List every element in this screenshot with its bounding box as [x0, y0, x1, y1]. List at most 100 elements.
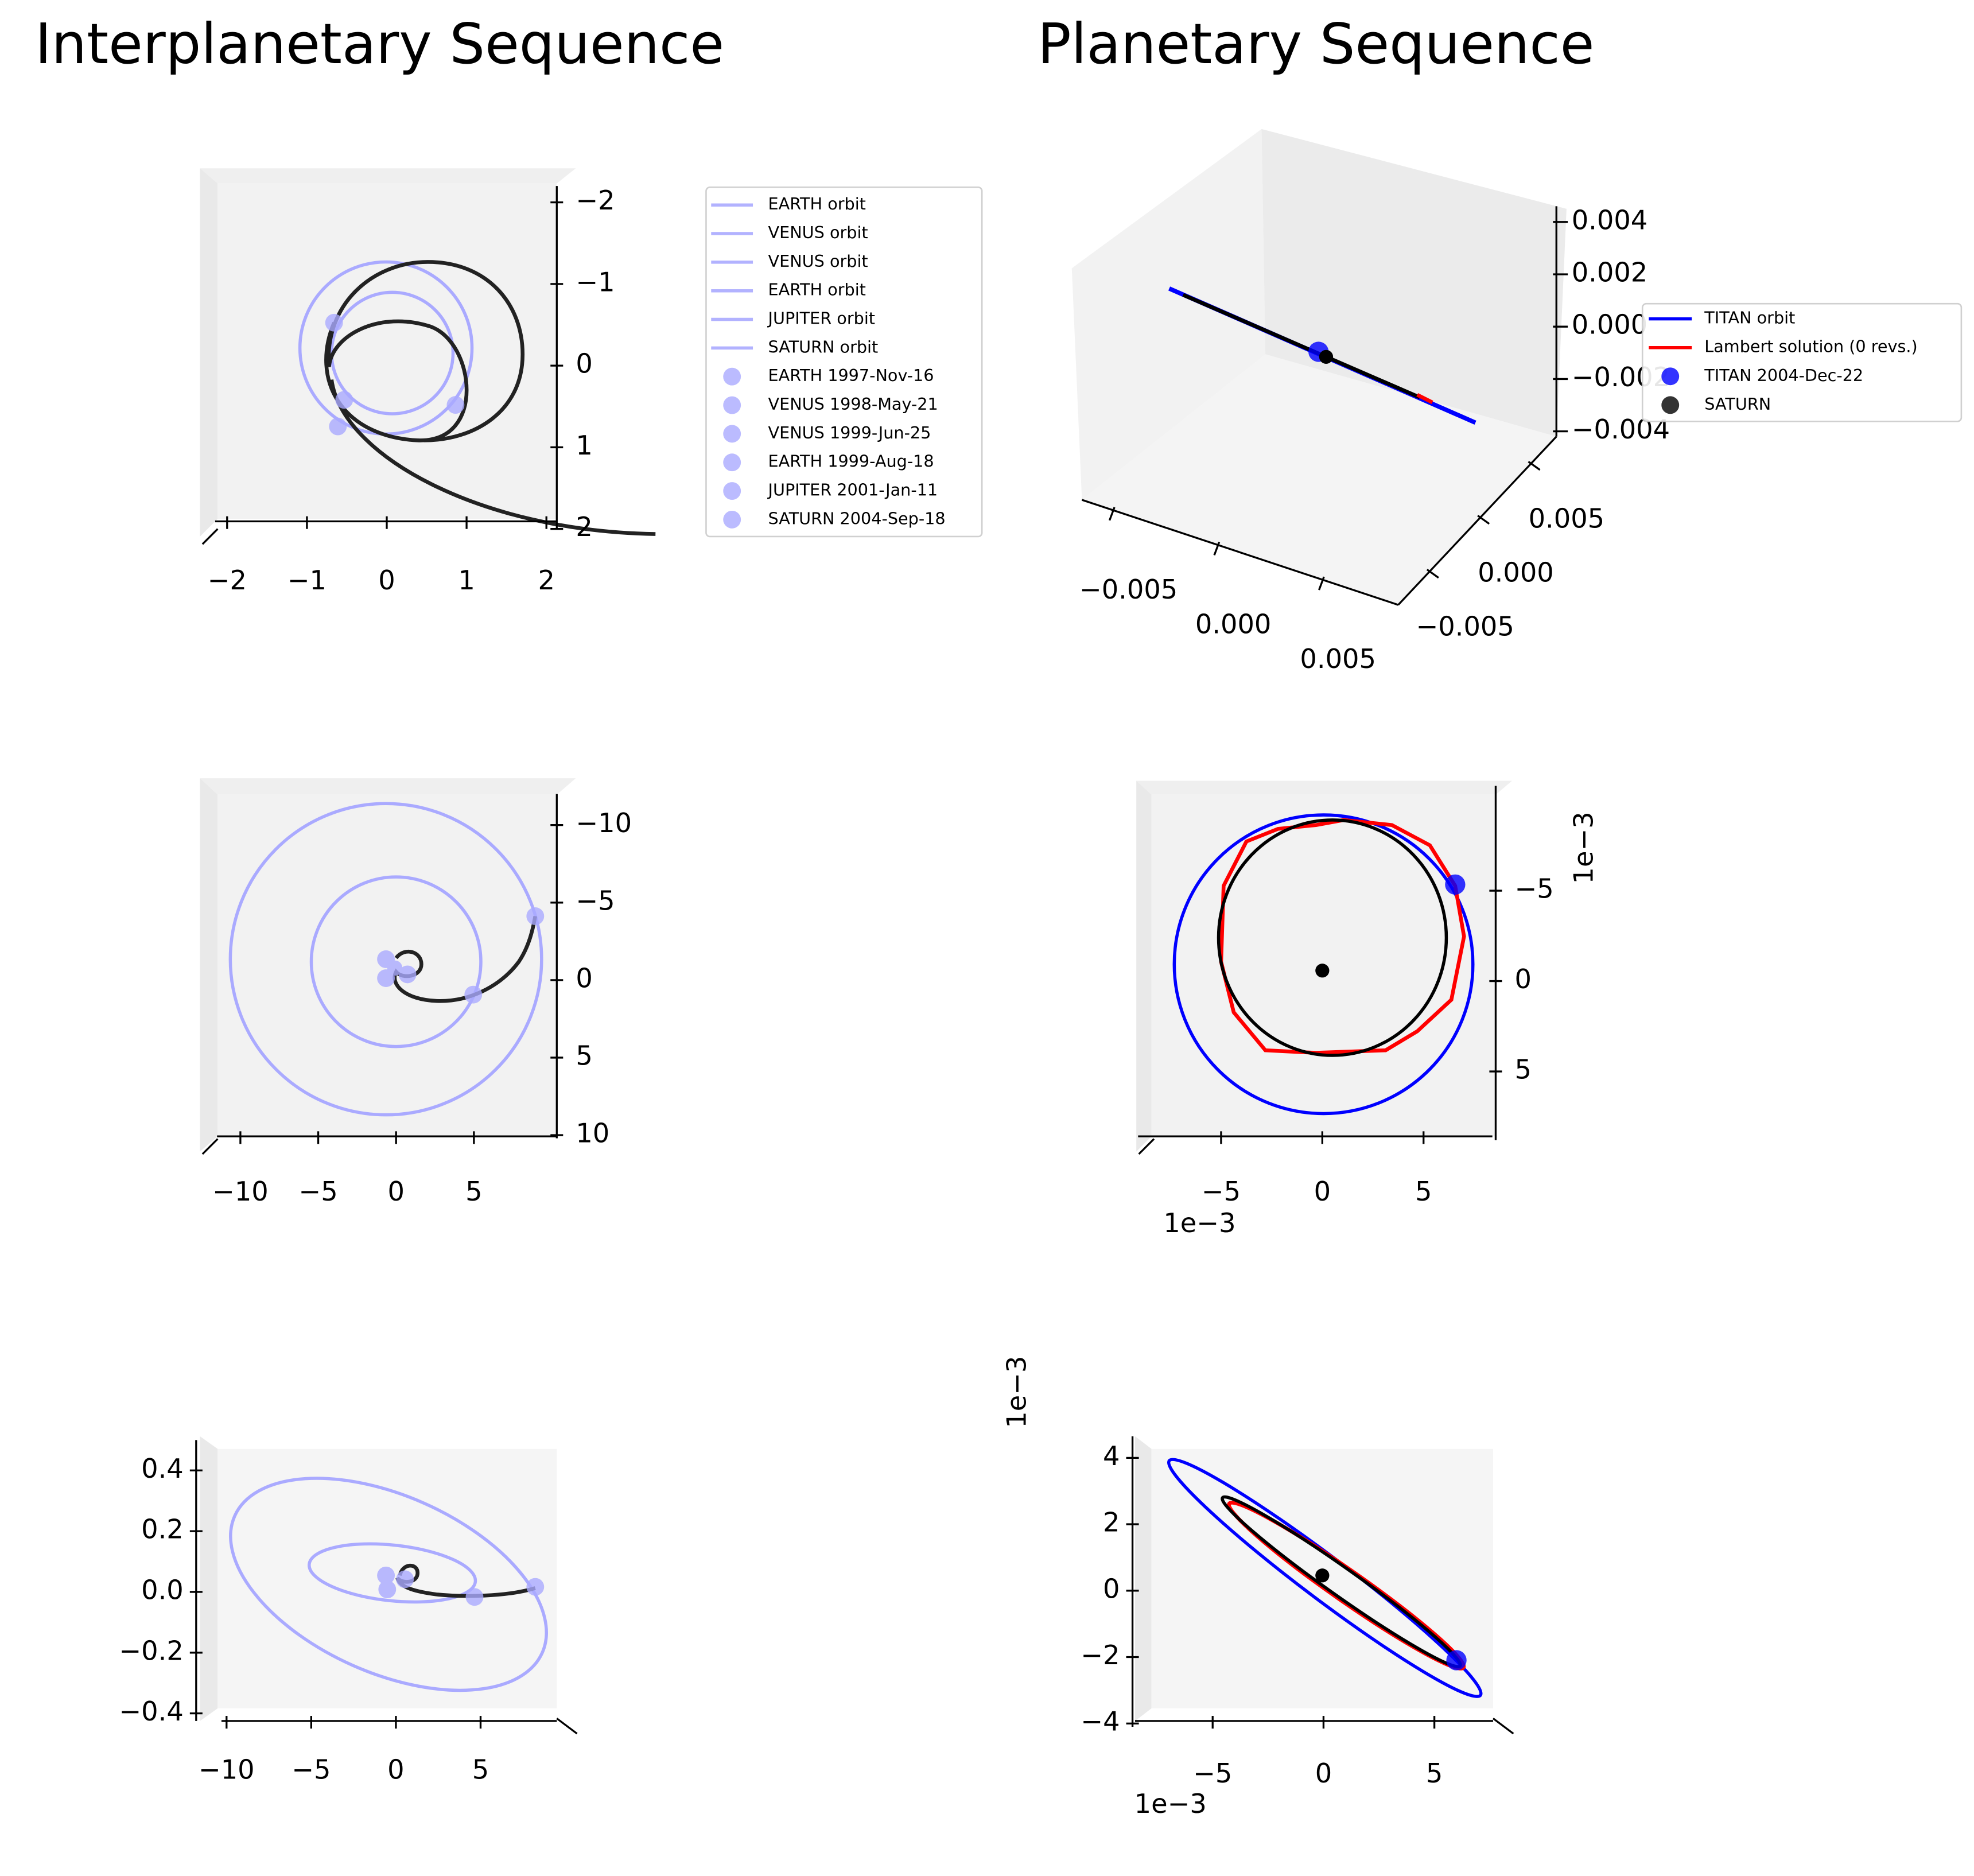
legend-label: Lambert solution (0 revs.) [1704, 337, 1917, 356]
legend-label: VENUS orbit [768, 251, 868, 271]
y-tick-label: −2 [1081, 1640, 1120, 1671]
y-tick [1528, 461, 1541, 471]
z-tick-label: 0.004 [1572, 204, 1648, 235]
y-tick-label: −0.2 [119, 1635, 183, 1666]
legend-label: SATURN 2004-Sep-18 [768, 508, 946, 528]
x-tick-label: 5 [472, 1754, 489, 1785]
y-tick-label: 0.000 [1478, 557, 1554, 588]
y-tick-label: 0 [576, 348, 592, 379]
orbits [228, 802, 545, 1117]
y-tick-label: −0.005 [1416, 611, 1514, 642]
chart-title: Interplanetary Sequence [35, 11, 724, 76]
x-tick-label: 0 [378, 565, 395, 596]
pane [200, 168, 576, 545]
x-axis [1081, 499, 1399, 606]
x-tick-label: 1 [458, 565, 475, 596]
orbits [229, 1477, 548, 1692]
y-tick-label: −5 [576, 885, 615, 916]
legend-box [1641, 302, 1963, 422]
legend-label: JUPITER 2001-Jan-11 [767, 480, 938, 500]
legend-label: TITAN orbit [1704, 308, 1795, 328]
y-tick-label: 2 [576, 511, 592, 542]
x-tick-label: −10 [199, 1754, 255, 1785]
x-tick-label: 0 [387, 1176, 404, 1207]
x-tick-label: 2 [538, 565, 554, 596]
x-tick-label: 0 [1314, 1176, 1331, 1207]
legend-swatch [723, 425, 741, 443]
orbits [1172, 813, 1475, 1116]
legend-label: JUPITER orbit [767, 309, 876, 328]
pane [200, 778, 576, 1155]
y-tick-label: 0.0 [141, 1574, 184, 1605]
y-axis [1397, 436, 1557, 606]
y-tick-label: 1 [576, 430, 592, 461]
legend-label: EARTH orbit [768, 194, 866, 213]
legend-label: EARTH 1999-Aug-18 [768, 452, 934, 471]
legend-label: EARTH orbit [768, 280, 866, 300]
y-tick-label: −0.4 [119, 1696, 183, 1727]
x-tick-label: 5 [465, 1176, 482, 1207]
legend-label: VENUS orbit [768, 223, 868, 242]
x-tick-label: 0 [1315, 1758, 1332, 1789]
x-tick-label: −5 [292, 1754, 331, 1785]
orbits [298, 260, 656, 536]
legend-label: EARTH 1997-Nov-16 [768, 366, 934, 385]
legend-label: VENUS 1998-May-21 [768, 394, 938, 414]
y-tick-label: 0 [1515, 964, 1532, 995]
y-tick-label: −4 [1081, 1706, 1120, 1737]
y-offset-label: 1e−3 [1568, 811, 1599, 884]
legend-swatch [723, 453, 741, 472]
pane [1071, 129, 1567, 605]
legend-swatch [723, 367, 741, 386]
y-tick-label: 0 [1103, 1573, 1120, 1604]
y-tick-label: 4 [1103, 1440, 1120, 1471]
x-tick-label: −5 [298, 1176, 337, 1207]
legend-swatch [723, 482, 741, 500]
legend-label: SATURN [1704, 394, 1771, 414]
y-tick-label: 0 [576, 962, 592, 993]
x-tick-label: −5 [1202, 1176, 1241, 1207]
legend-swatch [723, 510, 741, 529]
x-tick [1213, 541, 1221, 556]
x-tick-label: 0.000 [1195, 608, 1272, 639]
x-tick-label: −5 [1193, 1758, 1232, 1789]
orbits [1167, 1458, 1483, 1699]
x-tick-label: −0.005 [1079, 574, 1178, 605]
chart-title: Planetary Sequence [1037, 11, 1594, 76]
y-tick-label: 5 [1515, 1054, 1532, 1085]
y-tick [1477, 515, 1490, 525]
legend-box [705, 187, 983, 538]
y-tick-label: 10 [576, 1118, 609, 1149]
z-tick-label: 0.000 [1572, 309, 1648, 340]
z-tick-label: 0.002 [1572, 257, 1648, 288]
y-offset-label: 1e−3 [1001, 1355, 1032, 1428]
y-tick-label: 5 [576, 1040, 592, 1071]
y-tick-label: −5 [1515, 873, 1554, 904]
x-tick-label: 0.005 [1300, 643, 1376, 674]
x-offset-label: 1e−3 [1134, 1788, 1207, 1819]
y-tick-label: −2 [576, 185, 615, 216]
y-tick-label: −1 [576, 266, 615, 297]
legend-label: TITAN 2004-Dec-22 [1704, 366, 1863, 385]
legend-label: VENUS 1999-Jun-25 [768, 423, 931, 442]
x-offset-label: 1e−3 [1163, 1207, 1235, 1238]
y-tick-label: 2 [1103, 1507, 1120, 1538]
orbits [1168, 286, 1476, 425]
legend-swatch [723, 396, 741, 414]
y-tick-label: 0.2 [141, 1514, 184, 1545]
x-tick [1108, 507, 1116, 521]
y-tick-label: 0.005 [1529, 503, 1605, 534]
legend-swatch [1661, 367, 1680, 386]
x-tick-label: −2 [208, 565, 247, 596]
legend-label: SATURN orbit [768, 337, 879, 356]
y-tick-label: −10 [576, 807, 632, 838]
x-tick-label: 5 [1426, 1758, 1443, 1789]
x-tick-label: −10 [212, 1176, 269, 1207]
x-tick-label: 0 [387, 1754, 404, 1785]
x-tick [1318, 576, 1325, 591]
y-tick-label: 0.4 [141, 1453, 184, 1484]
y-tick [1426, 569, 1439, 579]
x-tick-label: −1 [287, 565, 327, 596]
